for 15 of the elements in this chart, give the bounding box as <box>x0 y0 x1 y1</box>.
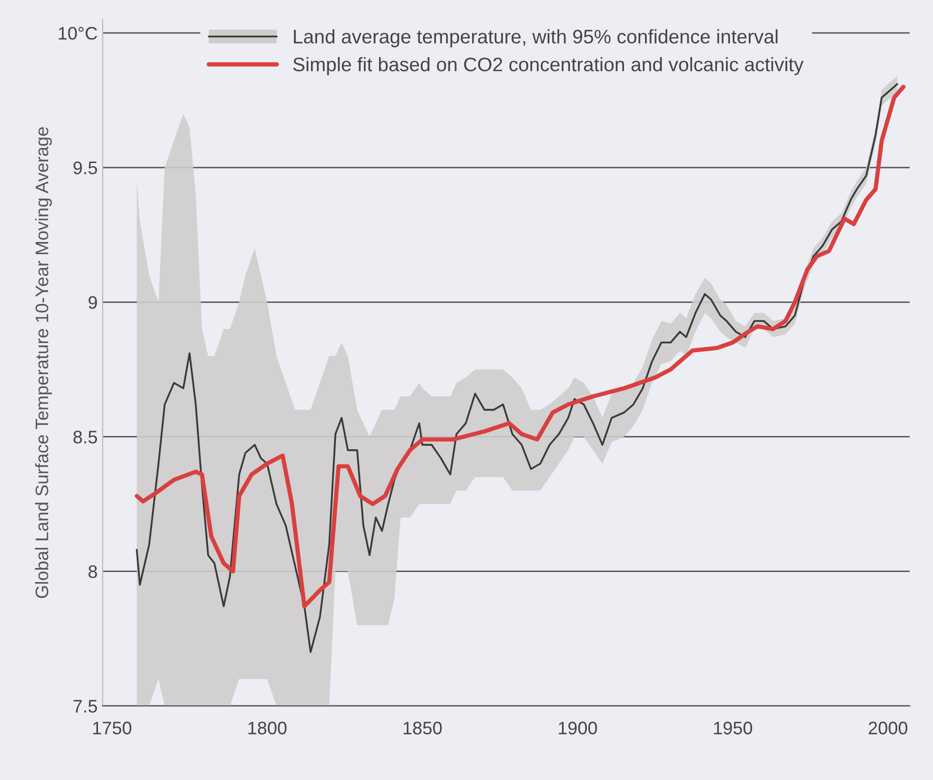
x-tick-label: 1750 <box>93 722 132 734</box>
x-tick-label: 1800 <box>248 722 287 734</box>
legend-label: Land average temperature, with 95% confidence interval <box>294 29 778 48</box>
x-tick-label: 1950 <box>714 722 752 734</box>
x-tick-label: 1900 <box>558 722 597 734</box>
legend-label: Simple fit based on CO2 concentration and volcanic activity <box>293 57 804 76</box>
y-tick-label: 10°C <box>58 26 98 40</box>
y-tick-label: 7.5 <box>74 700 98 713</box>
y-tick-label: 9.5 <box>74 161 98 174</box>
y-tick-label: 9 <box>88 296 97 309</box>
x-tick-label: 2000 <box>868 722 908 734</box>
y-tick-label: 8.5 <box>73 430 98 444</box>
y-tick-label: 8 <box>88 565 97 578</box>
y-axis-title: Global Land Surface Temperature 10-Year Moving Average <box>35 127 52 598</box>
x-tick-label: 1850 <box>404 722 442 734</box>
